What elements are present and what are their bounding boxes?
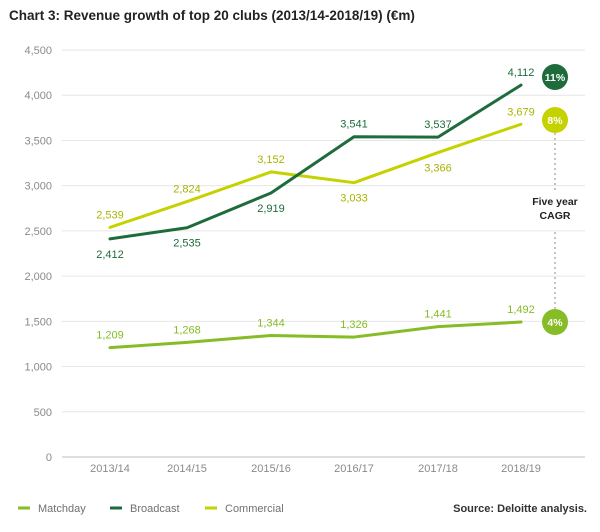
y-tick-label: 1,500 (24, 316, 52, 328)
y-tick-label: 0 (46, 452, 52, 464)
legend: Matchday Broadcast Commercial (18, 503, 284, 515)
data-label: 1,268 (173, 324, 201, 336)
data-labels: 1,209 1,268 1,344 1,326 1,441 1,492 2,539 2,824… (96, 67, 535, 342)
cagr-circle-commercial (542, 107, 568, 133)
chart-title: Chart 3: Revenue growth of top 20 clubs … (9, 8, 415, 23)
x-axis-ticks: 2013/14 2014/15 2015/16 2016/17 2017/18 2018/… (90, 463, 541, 475)
data-label: 1,326 (340, 319, 368, 331)
data-label: 2,824 (173, 184, 201, 196)
x-tick-label: 2014/15 (167, 463, 207, 475)
data-label: 3,537 (424, 119, 452, 131)
data-label: 4,112 (508, 67, 535, 79)
y-tick-label: 4,500 (24, 45, 52, 57)
y-tick-label: 3,500 (24, 135, 52, 147)
data-label: 3,366 (424, 163, 452, 175)
cagr-value: 8% (547, 115, 563, 127)
data-label: 1,441 (424, 309, 452, 321)
data-label: 2,539 (96, 209, 124, 221)
legend-label-matchday: Matchday (38, 503, 86, 515)
cagr-value: 4% (547, 317, 563, 329)
cagr-label: Five year (532, 196, 578, 208)
data-label: 3,679 (507, 106, 535, 118)
data-label: 2,919 (257, 203, 285, 215)
y-tick-label: 2,500 (24, 226, 52, 238)
data-label: 3,541 (340, 119, 368, 131)
y-tick-label: 4,000 (24, 90, 52, 102)
legend-label-commercial: Commercial (225, 503, 284, 515)
y-tick-label: 2,000 (24, 271, 52, 283)
y-tick-label: 1,000 (24, 362, 52, 374)
x-tick-label: 2013/14 (90, 463, 130, 475)
cagr-label: CAGR (540, 210, 571, 222)
gridlines (62, 49, 585, 458)
legend-label-broadcast: Broadcast (130, 503, 180, 515)
series-line-matchday (108, 320, 523, 350)
y-tick-label: 3,000 (24, 181, 52, 193)
data-label: 3,033 (340, 193, 368, 205)
y-tick-label: 500 (34, 407, 52, 419)
cagr-value: 11% (545, 72, 566, 84)
cagr-circle-broadcast (542, 64, 568, 90)
series-line-commercial (108, 122, 523, 229)
y-axis-ticks: 0 500 1,000 1,500 2,000 2,500 3,000 3,500 4,000 4… (24, 45, 52, 464)
series-line-broadcast (108, 83, 523, 241)
source-note: Source: Deloitte analysis. (453, 503, 587, 515)
x-tick-label: 2016/17 (334, 463, 374, 475)
data-label: 1,344 (257, 317, 285, 329)
cagr-annotation: 11% 8% 4% Five year CAGR (532, 64, 578, 335)
x-tick-label: 2017/18 (418, 463, 458, 475)
data-label: 1,492 (507, 304, 535, 316)
x-tick-label: 2018/19 (501, 463, 541, 475)
series-lines (108, 83, 523, 350)
cagr-circle-matchday (542, 309, 568, 335)
data-label: 1,209 (96, 330, 124, 342)
data-label: 2,535 (173, 238, 201, 250)
data-label: 3,152 (257, 154, 285, 166)
data-label: 2,412 (96, 249, 124, 261)
x-tick-label: 2015/16 (251, 463, 291, 475)
